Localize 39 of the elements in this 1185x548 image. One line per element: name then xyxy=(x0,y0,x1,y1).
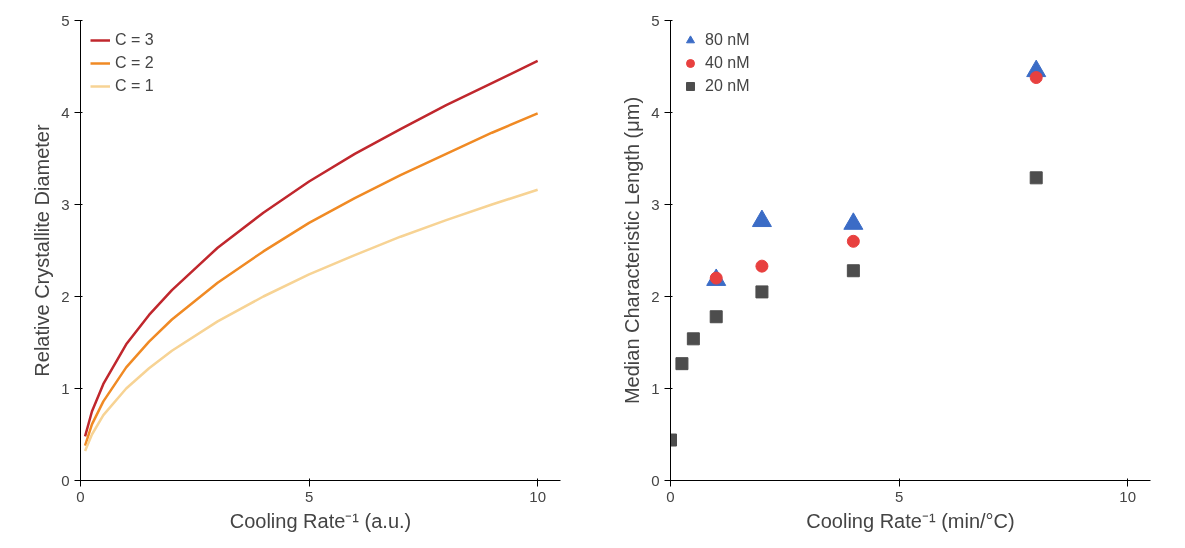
point xyxy=(846,264,860,278)
point xyxy=(755,259,769,273)
legend-label: 80 nM xyxy=(705,31,750,49)
y-tick-label: 5 xyxy=(61,11,70,29)
y-tick-label: 2 xyxy=(651,287,660,305)
line-series xyxy=(83,112,539,447)
y-axis-title: Median Characteristic Length (μm) xyxy=(621,96,644,405)
point xyxy=(755,285,769,299)
point xyxy=(675,357,689,371)
x-tick-label: 10 xyxy=(529,487,546,505)
y-tick-label: 5 xyxy=(651,11,660,29)
x-tick-label: 5 xyxy=(304,487,314,505)
y-tick-label: 4 xyxy=(651,103,660,121)
legend-label: 40 nM xyxy=(705,54,750,72)
y-tick-label: 0 xyxy=(651,471,660,489)
point xyxy=(846,234,860,248)
point xyxy=(1029,71,1043,85)
legend-label: C = 2 xyxy=(115,54,154,72)
legend-label: 20 nM xyxy=(705,77,750,95)
point xyxy=(686,332,700,346)
y-tick-label: 4 xyxy=(61,103,70,121)
y-tick-label: 3 xyxy=(61,195,70,213)
y-tick-label: 0 xyxy=(61,471,70,489)
x-axis-title: Cooling Rate⁻¹ (min/°C) xyxy=(806,509,1015,532)
x-tick-label: 10 xyxy=(1119,487,1136,505)
x-axis-title: Cooling Rate⁻¹ (a.u.) xyxy=(229,509,412,532)
y-tick-label: 3 xyxy=(651,195,660,213)
y-tick-label: 1 xyxy=(651,379,660,397)
y-tick-label: 1 xyxy=(61,379,70,397)
y-axis-title: Relative Crystallite Diameter xyxy=(31,124,54,377)
y-tick-label: 2 xyxy=(61,287,70,305)
line-series xyxy=(83,188,539,453)
x-tick-label: 0 xyxy=(76,487,85,505)
legend-label: C = 3 xyxy=(115,31,154,49)
x-tick-label: 0 xyxy=(666,487,675,505)
legend-label: C = 1 xyxy=(115,77,154,95)
x-tick-label: 5 xyxy=(894,487,904,505)
point xyxy=(709,310,723,324)
point xyxy=(1029,171,1043,185)
